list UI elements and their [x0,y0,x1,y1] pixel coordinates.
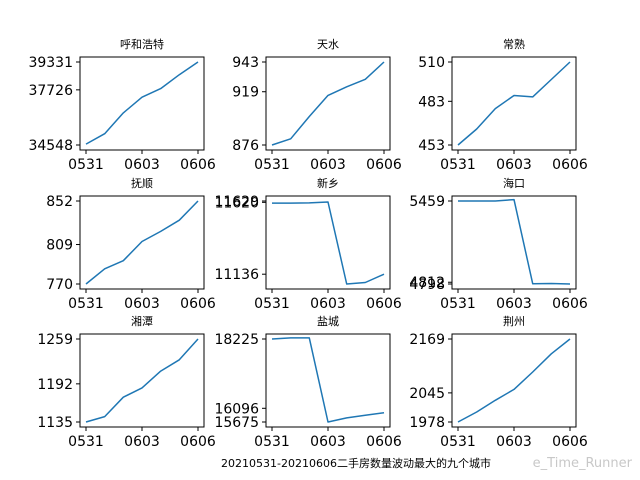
x-tick-label: 0531 [68,157,104,173]
x-tick-label: 0531 [68,434,104,450]
x-tick-label: 0603 [310,157,346,173]
y-tick-label: 2169 [409,332,445,348]
x-tick-label: 0603 [124,157,160,173]
axes-frame [265,333,391,428]
y-tick-label: 809 [46,238,73,254]
subplot-title: 盐城 [317,315,339,328]
subplot-1: 呼和浩特 0531 0603 0606 34548 37726 39331 [28,37,215,173]
y-tick-label: 4798 [409,277,445,293]
y-tick-label: 16096 [214,401,259,417]
x-tick-label: 0603 [124,434,160,450]
series-line [271,61,385,146]
subplot-title: 海口 [503,176,525,190]
series-line [271,337,385,423]
watermark-text: e_Time_Runner [533,456,633,471]
y-tick-label: 18225 [214,332,259,348]
y-tick-label: 11620 [214,195,259,211]
y-tick-label: 510 [418,55,445,71]
y-tick-label: 770 [46,277,73,293]
subplot-title: 新乡 [317,176,339,190]
x-tick-label: 0606 [180,157,216,173]
x-tick-label: 0531 [440,434,476,450]
y-tick-label: 1978 [409,415,445,431]
y-tick-label: 919 [232,85,259,101]
y-tick-label: 2045 [409,386,445,402]
y-tick-label: 15675 [214,415,259,431]
x-tick-label: 0603 [124,296,160,312]
y-tick-label: 5459 [409,194,445,210]
y-tick-label: 1135 [37,415,73,431]
series-line [272,201,385,285]
x-tick-label: 0606 [366,157,402,173]
series-line [85,338,199,423]
axes-frame [265,195,391,290]
x-tick-label: 0603 [496,157,532,173]
x-tick-label: 0603 [310,434,346,450]
subplot-title: 呼和浩特 [120,37,164,51]
y-tick-label: 34548 [28,138,73,154]
subplot-4: 抚顺 0531 0603 0606 770 809 852 [46,176,216,312]
x-tick-label: 0606 [180,434,216,450]
subplot-title: 湘潭 [131,314,153,328]
y-tick-label: 39331 [28,55,73,71]
x-tick-label: 0531 [254,434,290,450]
axes-frame [451,56,577,151]
x-tick-label: 0606 [552,434,588,450]
y-tick-label: 943 [232,55,259,71]
y-tick-label: 37726 [28,83,73,99]
x-tick-label: 0531 [440,157,476,173]
y-tick-label: 852 [46,194,73,210]
x-tick-label: 0606 [366,296,402,312]
subplot-title: 天水 [317,38,339,51]
subplot-7: 湘潭 0531 0603 0606 1135 1192 1259 [37,314,216,450]
y-tick-label: 453 [418,138,445,154]
axes-frame [451,195,577,290]
series-line [85,200,199,285]
subplot-9: 荆州 0531 0603 0606 1978 2045 2169 [409,315,588,450]
x-tick-label: 0606 [552,296,588,312]
x-tick-label: 0531 [440,296,476,312]
subplot-3: 常熟 0531 0603 0606 453 483 510 [418,37,588,173]
x-tick-label: 0531 [68,296,104,312]
y-tick-label: 4812 [409,275,445,291]
series-line [458,198,571,285]
figure-caption: 20210531-20210606二手房数量波动最大的九个城市 [221,456,491,470]
subplot-title: 常熟 [503,37,525,51]
y-tick-label: 483 [418,94,445,110]
x-tick-label: 0603 [496,296,532,312]
x-tick-label: 0603 [496,434,532,450]
axes-frame [79,333,205,428]
x-tick-label: 0606 [552,157,588,173]
x-tick-label: 0603 [310,296,346,312]
axes-frame [265,56,391,151]
x-tick-label: 0531 [254,296,290,312]
x-tick-label: 0606 [180,296,216,312]
x-tick-label: 0606 [366,434,402,450]
subplot-2: 天水 0531 0603 0606 876 919 943 [232,38,402,173]
series-line [457,338,571,423]
series-line [85,61,199,145]
series-line [457,61,571,146]
subplot-title: 抚顺 [131,176,153,190]
y-tick-label: 1192 [37,377,73,393]
subplot-grid: 呼和浩特 0531 0603 0606 34548 37726 39331 天水 0531 060… [28,37,587,450]
axes-frame [451,333,577,428]
x-tick-label: 0531 [254,157,290,173]
y-tick-label: 11629 [214,194,259,210]
subplot-title: 荆州 [503,315,525,328]
y-tick-label: 11136 [214,267,259,283]
y-tick-label: 1259 [37,332,73,348]
y-tick-label: 876 [232,138,259,154]
